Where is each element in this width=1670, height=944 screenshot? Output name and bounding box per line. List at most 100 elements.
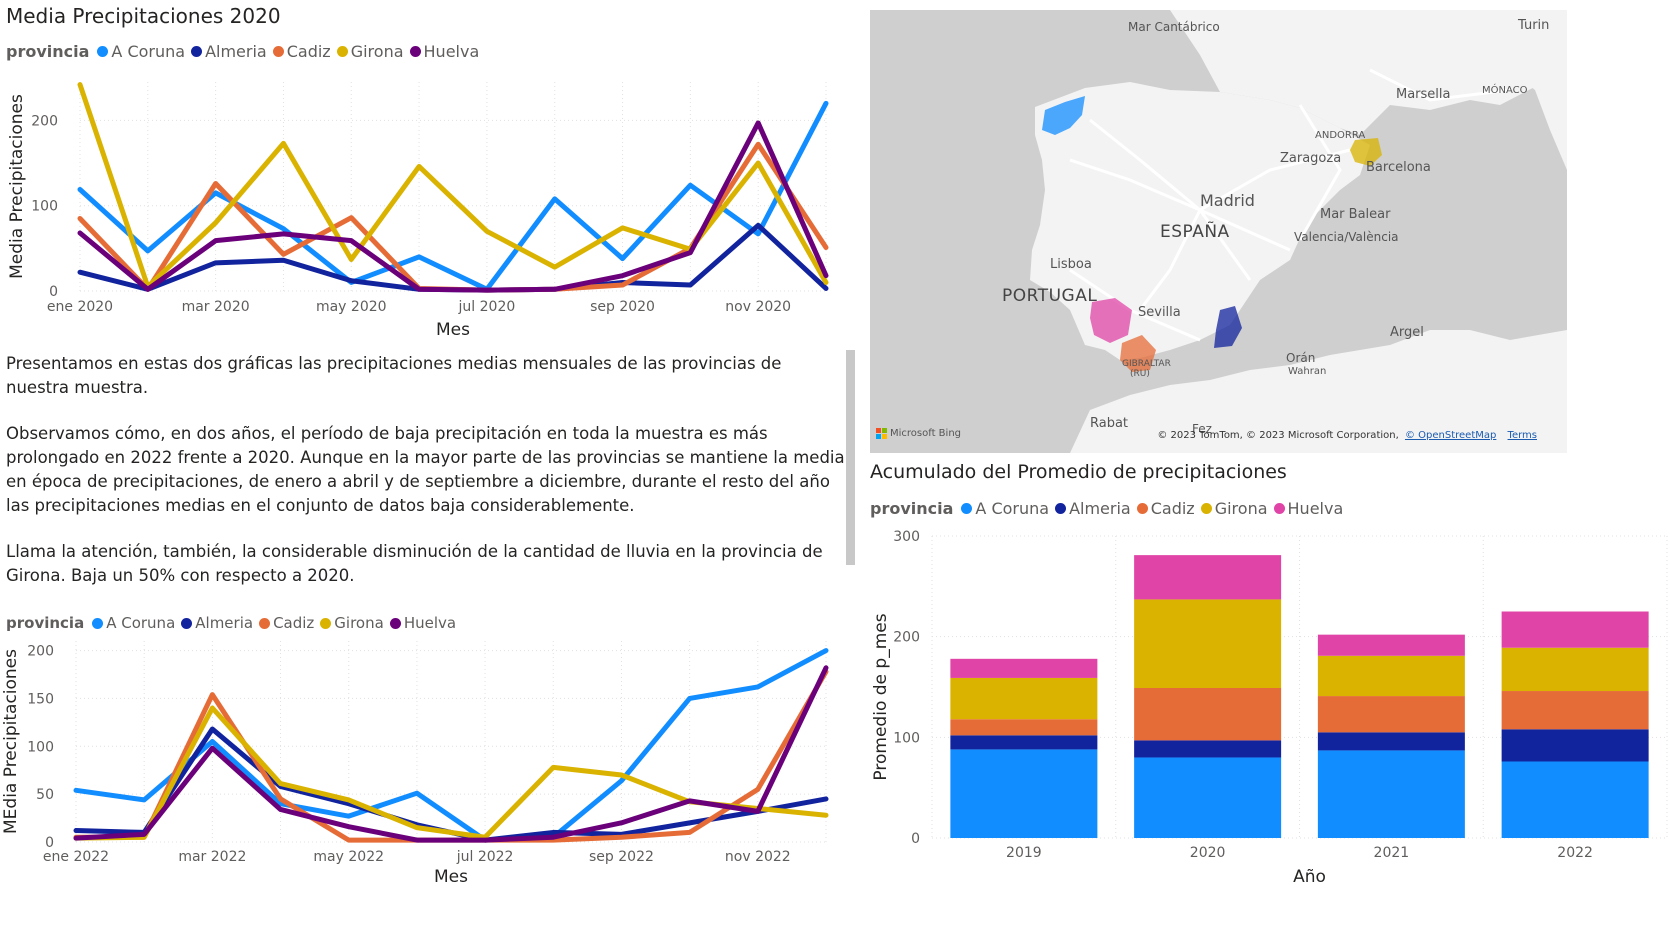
legend-dot-icon	[97, 46, 109, 57]
chart3-title: Acumulado del Promedio de precipitacione…	[870, 461, 1287, 483]
x-axis-label: Mes	[436, 320, 470, 340]
bar-huelva-2020[interactable]	[1134, 555, 1282, 600]
x-tick-label: nov 2022	[725, 849, 791, 865]
y-axis-label: MEdia Precipitaciones	[1, 649, 21, 834]
series-line-huelva[interactable]	[77, 120, 829, 293]
legend-dot-icon	[409, 46, 421, 57]
legend-dot-icon	[191, 46, 203, 57]
legend-item-almeria[interactable]: Almeria	[191, 42, 267, 61]
france-landmass	[1170, 10, 1567, 135]
bar-a-coruna-2022[interactable]	[1501, 761, 1649, 838]
y-tick-label: 150	[27, 691, 54, 707]
bar-cadiz-2022[interactable]	[1501, 691, 1649, 730]
map-label-zaragoza: Zaragoza	[1280, 151, 1342, 166]
legend-item-almeria[interactable]: Almeria	[181, 614, 253, 632]
legend-label: Huelva	[1287, 499, 1344, 518]
bar-girona-2022[interactable]	[1501, 647, 1649, 692]
map-visual[interactable]: Mar Cantábrico Turin Marsella MÓNACO AND…	[870, 10, 1567, 453]
legend-label: Girona	[350, 42, 404, 61]
bar-a-coruna-2019[interactable]	[950, 749, 1098, 838]
legend-label: Huelva	[403, 614, 457, 632]
legend-item-almeria[interactable]: Almeria	[1055, 499, 1131, 518]
chart3-svg[interactable]: 0 100 200 300 2019 2020 2021 2022 Año Promedio de…	[862, 455, 1670, 944]
narrative-scrollbar[interactable]	[846, 350, 855, 565]
bar-almeria-2022[interactable]	[1501, 729, 1649, 762]
map-label-marsella: Marsella	[1396, 87, 1451, 102]
legend-label: A Coruna	[111, 42, 186, 61]
x-tick-label: 2022	[1557, 845, 1593, 861]
x-tick-label: sep 2022	[589, 849, 654, 865]
chart1-svg[interactable]: 0 100 200 ene 2020 mar 2020 may 2020 jul 2020 s…	[0, 0, 850, 345]
legend-title: provincia	[6, 42, 90, 61]
legend-item-girona[interactable]: Girona	[320, 614, 384, 632]
osm-link[interactable]: © OpenStreetMap	[1404, 430, 1497, 441]
region-cadiz	[1120, 335, 1156, 372]
legend-dot-icon	[181, 617, 193, 629]
bar-huelva-2021[interactable]	[1317, 634, 1465, 656]
legend-dot-icon	[320, 617, 332, 629]
narrative-paragraph-2: Observamos cómo, en dos años, el período…	[6, 424, 845, 515]
series-line-a-coruna[interactable]	[73, 648, 829, 843]
x-tick-label: may 2020	[316, 299, 387, 315]
narrative-paragraph-1: Presentamos en estas dos gráficas las pr…	[6, 354, 782, 397]
map-label-madrid: Madrid	[1200, 191, 1255, 210]
legend-item-huelva[interactable]: Huelva	[389, 614, 457, 632]
bar-a-coruna-2021[interactable]	[1317, 750, 1465, 838]
y-tick-label: 0	[45, 835, 54, 851]
map-base	[1030, 10, 1567, 453]
bar-girona-2020[interactable]	[1134, 599, 1282, 689]
x-axis-label: Mes	[434, 867, 468, 887]
series-line-huelva[interactable]	[73, 665, 829, 843]
legend-item-cadiz[interactable]: Cadiz	[1136, 499, 1195, 518]
x-tick-label: 2019	[1006, 845, 1042, 861]
chart1-title: Media Precipitaciones 2020	[6, 4, 281, 28]
italy-landmass	[1510, 10, 1567, 170]
legend-item-huelva[interactable]: Huelva	[1273, 499, 1344, 518]
legend-label: Cadiz	[286, 42, 331, 61]
legend-dot-icon	[961, 503, 973, 514]
bar-almeria-2020[interactable]	[1134, 740, 1282, 758]
terms-link[interactable]: Terms	[1507, 430, 1537, 441]
bar-girona-2021[interactable]	[1317, 655, 1465, 697]
legend-dot-icon	[259, 617, 271, 629]
map-label-espana: ESPAÑA	[1160, 222, 1230, 242]
y-axis-label: Media Precipitaciones	[7, 94, 27, 279]
map-label-monaco: MÓNACO	[1482, 85, 1528, 96]
bing-logo: Microsoft Bing	[876, 428, 961, 439]
legend-dot-icon	[1200, 503, 1212, 514]
legend-title: provincia	[870, 499, 954, 518]
legend-title: provincia	[6, 614, 85, 632]
bar-a-coruna-2020[interactable]	[1134, 757, 1282, 838]
legend-item-a-coruna[interactable]: A Coruna	[961, 499, 1049, 518]
x-tick-label: jul 2022	[456, 849, 514, 865]
map-label-barcelona: Barcelona	[1366, 160, 1431, 175]
chart1-legend[interactable]: provincia A Coruna Almeria Cadiz Girona Huelv…	[6, 42, 485, 61]
bar-girona-2019[interactable]	[950, 677, 1098, 720]
bar-almeria-2021[interactable]	[1317, 732, 1465, 751]
legend-label: Girona	[334, 614, 384, 632]
chart2-legend[interactable]: provincia A Coruna Almeria Cadiz Girona Huelv…	[6, 614, 462, 632]
legend-item-cadiz[interactable]: Cadiz	[272, 42, 331, 61]
bar-huelva-2019[interactable]	[950, 658, 1098, 678]
legend-item-a-coruna[interactable]: A Coruna	[92, 614, 175, 632]
map-label-balear: Mar Balear	[1320, 207, 1391, 222]
legend-item-cadiz[interactable]: Cadiz	[259, 614, 314, 632]
legend-dot-icon	[92, 617, 104, 629]
legend-item-girona[interactable]: Girona	[336, 42, 404, 61]
legend-item-girona[interactable]: Girona	[1200, 499, 1268, 518]
legend-item-huelva[interactable]: Huelva	[409, 42, 479, 61]
bar-almeria-2019[interactable]	[950, 735, 1098, 750]
chart3-panel: Acumulado del Promedio de precipitacione…	[862, 455, 1670, 944]
microsoft-logo-icon	[876, 428, 887, 439]
legend-label: A Coruna	[975, 499, 1050, 518]
bar-huelva-2022[interactable]	[1501, 611, 1649, 648]
map-attribution-text: © 2023 TomTom, © 2023 Microsoft Corporat…	[1157, 430, 1399, 441]
legend-item-a-coruna[interactable]: A Coruna	[97, 42, 185, 61]
bar-cadiz-2020[interactable]	[1134, 688, 1282, 741]
chart3-legend[interactable]: provincia A Coruna Almeria Cadiz Girona Huelv…	[870, 499, 1349, 518]
chart2-svg[interactable]: 0 50 100 150 200 ene 2022 mar 2022 may 2022 jul …	[0, 605, 850, 944]
y-tick-label: 0	[911, 831, 920, 847]
y-tick-label: 200	[31, 113, 58, 129]
bar-cadiz-2021[interactable]	[1317, 696, 1465, 733]
bar-cadiz-2019[interactable]	[950, 719, 1098, 736]
